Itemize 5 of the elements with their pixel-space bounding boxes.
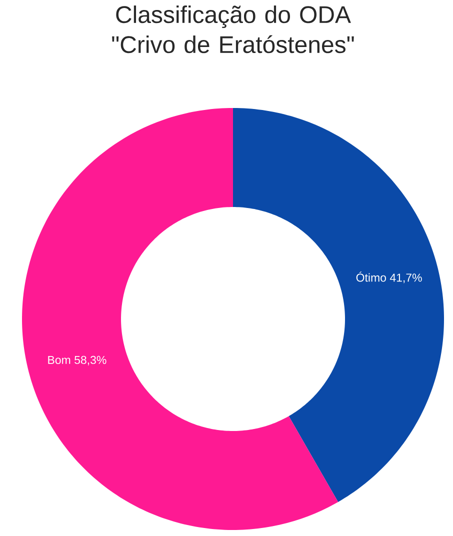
slice-label: Ótimo [356, 272, 386, 282]
chart-title: Classificação do ODA "Crivo de Eratóstenes" [112, 6, 354, 54]
slice-label: Bom [48, 356, 70, 364]
data-label: 41,7% [390, 274, 422, 284]
data-label: 58,3% [74, 356, 106, 366]
